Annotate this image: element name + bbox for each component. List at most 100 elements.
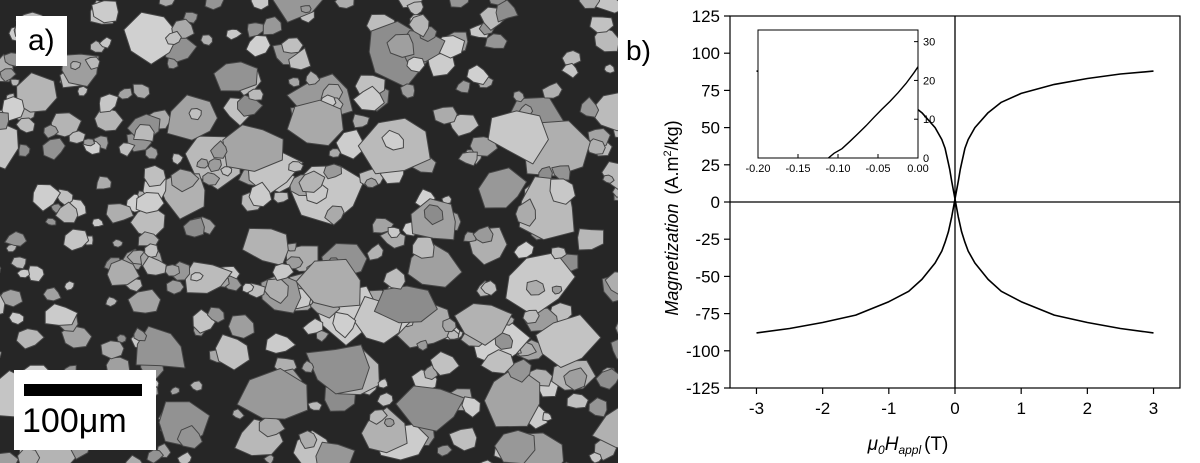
x-axis-title: μ0Happl (T): [867, 434, 949, 457]
particle: [352, 85, 385, 112]
particle: [42, 137, 66, 161]
particle: [487, 110, 549, 165]
hysteresis-branch-2: [756, 70, 1154, 334]
y-tick-label: 0: [711, 193, 720, 212]
particle: [551, 285, 563, 295]
particle: [408, 13, 430, 38]
particle: [10, 78, 20, 87]
inset-plot: -0.20 -0.15 -0.10 -0.05 0.000 10 20 30: [745, 29, 935, 175]
y-tick-label: -100: [686, 342, 720, 361]
particle: [332, 311, 357, 339]
particle: [247, 88, 264, 101]
particle: [132, 83, 151, 99]
particle: [412, 236, 435, 259]
particle: [373, 285, 438, 324]
particle: [42, 287, 62, 302]
particle: [91, 217, 104, 228]
particle: [328, 148, 341, 158]
x-tick-label: 2: [1083, 399, 1092, 418]
particle: [44, 217, 57, 226]
hysteresis-chart: b) Magnetization (A.m2/kg) μ0Happl (T) 12…: [626, 7, 1181, 457]
particle: [399, 83, 416, 99]
particle: [305, 344, 370, 395]
particle: [302, 318, 324, 335]
particle: [214, 333, 250, 371]
particle: [145, 145, 159, 160]
particle: [137, 231, 160, 247]
particle: [272, 0, 324, 23]
particle: [207, 158, 222, 173]
particle: [70, 61, 82, 71]
scale-bar-label: 100μm: [22, 402, 127, 440]
panel-label-b: b): [626, 35, 651, 66]
particle: [449, 0, 470, 8]
particle: [68, 130, 86, 144]
particle: [210, 140, 228, 159]
particle: [105, 296, 118, 308]
particle: [43, 124, 59, 139]
y-axis-title: Magnetization (A.m2/kg): [662, 120, 682, 315]
particle: [522, 309, 540, 324]
particle: [448, 427, 478, 452]
particle: [83, 138, 96, 147]
particle: [335, 129, 365, 160]
x-tick-label: -1: [881, 399, 896, 418]
particle: [225, 28, 243, 41]
y-tick-label: -125: [686, 379, 720, 398]
particle: [563, 367, 588, 391]
particle: [265, 332, 297, 354]
x-tick-label: 1: [1016, 399, 1025, 418]
particle: [18, 143, 31, 157]
particle: [77, 85, 89, 97]
sem-micrograph: a) 100μm: [0, 0, 618, 463]
particle: [477, 167, 528, 209]
particle: [0, 111, 10, 130]
particle: [166, 57, 179, 70]
particle: [377, 377, 389, 389]
particle: [300, 5, 312, 14]
particle: [170, 168, 200, 193]
particle: [8, 311, 25, 326]
scale-bar-line: [24, 384, 142, 396]
particle: [387, 226, 401, 239]
particle: [602, 174, 615, 184]
particle: [589, 16, 615, 34]
particle: [158, 0, 176, 7]
y-tick-label: 75: [701, 81, 720, 100]
inset-y-tick-label: 20: [923, 75, 935, 87]
particle: [228, 314, 255, 339]
particle: [480, 280, 498, 296]
y-tick-label: 100: [692, 44, 720, 63]
particle: [231, 408, 245, 420]
particle: [184, 261, 233, 294]
particle: [295, 258, 361, 308]
y-tick-label: -75: [695, 305, 720, 324]
particle: [222, 124, 284, 172]
particle: [458, 151, 478, 167]
particle: [368, 409, 388, 425]
particle: [0, 451, 19, 463]
inset-y-tick-label: 0: [923, 153, 929, 165]
particle: [258, 414, 286, 438]
particle: [383, 418, 395, 427]
particle: [603, 63, 616, 74]
particle: [27, 265, 45, 283]
particle: [272, 263, 295, 281]
particle: [0, 289, 24, 308]
particle: [288, 161, 304, 173]
particle: [566, 392, 589, 409]
inset-x-tick-label: -0.15: [785, 163, 810, 175]
particle: [323, 163, 342, 180]
particle: [594, 27, 618, 53]
particle: [315, 441, 356, 463]
particle: [484, 33, 508, 49]
y-tick-label: 125: [692, 7, 720, 26]
particle: [106, 258, 141, 286]
particle: [448, 113, 480, 137]
particle: [213, 61, 258, 92]
particle: [111, 238, 124, 248]
x-tick-label: -2: [815, 399, 830, 418]
particle: [118, 142, 136, 157]
particle: [406, 1, 424, 17]
particle: [0, 68, 17, 83]
